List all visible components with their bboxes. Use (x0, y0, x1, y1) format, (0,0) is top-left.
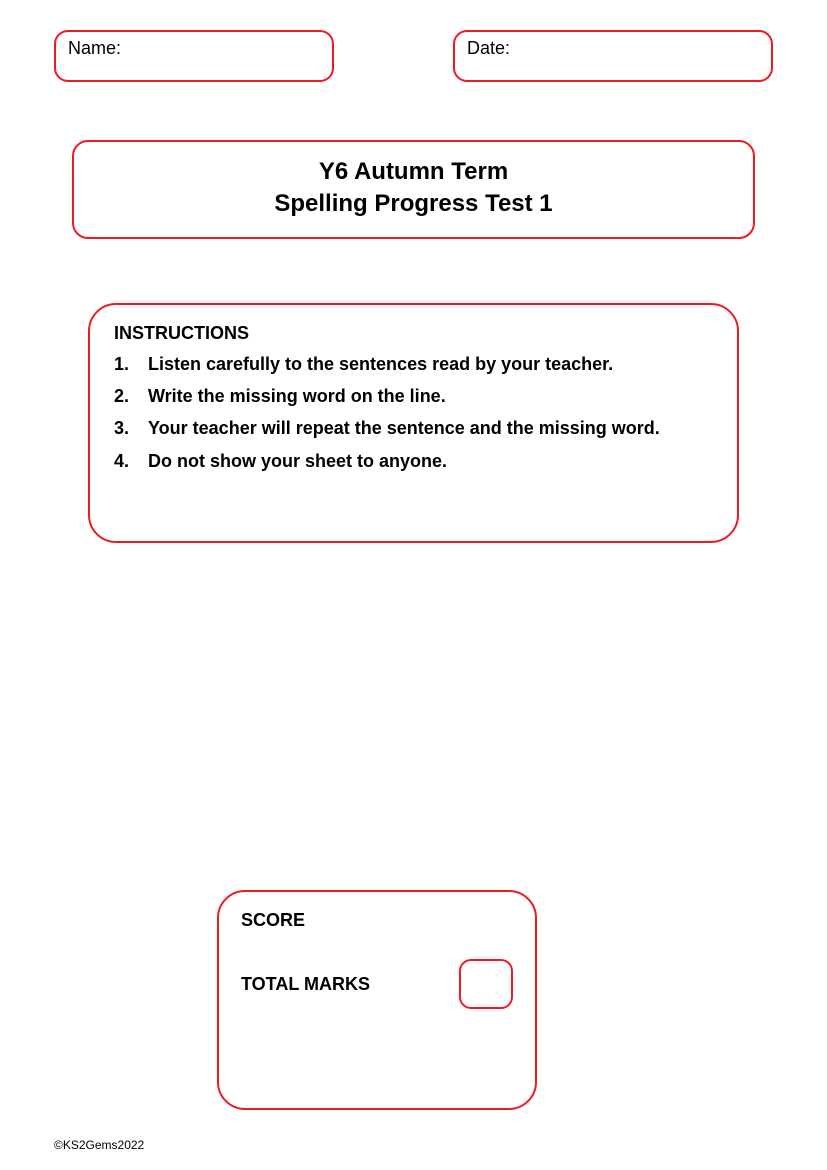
total-marks-row: TOTAL MARKS (241, 959, 513, 1009)
name-input-box[interactable]: Name: (54, 30, 334, 82)
date-input-box[interactable]: Date: (453, 30, 773, 82)
instruction-number: 2. (114, 384, 148, 408)
copyright-text: ©KS2Gems2022 (54, 1138, 144, 1152)
instruction-item: 2. Write the missing word on the line. (114, 384, 713, 408)
title-line-2: Spelling Progress Test 1 (74, 188, 753, 220)
instruction-text: Listen carefully to the sentences read b… (148, 352, 713, 376)
instruction-number: 4. (114, 449, 148, 473)
instructions-box: INSTRUCTIONS 1. Listen carefully to the … (88, 303, 739, 543)
total-marks-input-box[interactable] (459, 959, 513, 1009)
instruction-text: Do not show your sheet to anyone. (148, 449, 713, 473)
instruction-number: 3. (114, 416, 148, 440)
date-label: Date: (467, 38, 510, 58)
instruction-item: 1. Listen carefully to the sentences rea… (114, 352, 713, 376)
score-label: SCORE (241, 910, 513, 931)
instruction-text: Your teacher will repeat the sentence an… (148, 416, 713, 440)
name-label: Name: (68, 38, 121, 58)
instruction-text: Write the missing word on the line. (148, 384, 713, 408)
header-row: Name: Date: (0, 0, 827, 82)
instruction-item: 3. Your teacher will repeat the sentence… (114, 416, 713, 440)
instruction-item: 4. Do not show your sheet to anyone. (114, 449, 713, 473)
title-line-1: Y6 Autumn Term (74, 156, 753, 188)
total-marks-label: TOTAL MARKS (241, 974, 370, 995)
instructions-heading: INSTRUCTIONS (114, 323, 713, 344)
score-box: SCORE TOTAL MARKS (217, 890, 537, 1110)
title-box: Y6 Autumn Term Spelling Progress Test 1 (72, 140, 755, 239)
instruction-number: 1. (114, 352, 148, 376)
